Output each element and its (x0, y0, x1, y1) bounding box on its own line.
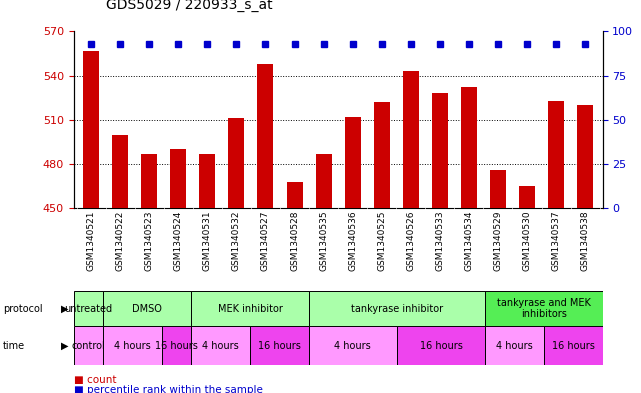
Bar (485, 326, 544, 365)
Text: GSM1340524: GSM1340524 (174, 211, 183, 271)
Text: tankyrase inhibitor: tankyrase inhibitor (351, 303, 443, 314)
Text: GSM1340536: GSM1340536 (348, 211, 357, 272)
Bar (432, 94, 448, 208)
Text: GSM1340521: GSM1340521 (87, 211, 96, 271)
Bar (191, 291, 309, 326)
Bar (485, 291, 603, 326)
Bar (461, 88, 477, 208)
Text: 16 hours: 16 hours (419, 341, 462, 351)
Text: time: time (3, 341, 26, 351)
Text: 4 hours: 4 hours (203, 341, 239, 351)
Bar (250, 326, 309, 365)
Bar (490, 170, 506, 208)
Bar (162, 326, 191, 365)
Text: GSM1340530: GSM1340530 (522, 211, 531, 272)
Text: ▶: ▶ (61, 303, 69, 314)
Text: GSM1340522: GSM1340522 (116, 211, 125, 271)
Text: control: control (72, 341, 105, 351)
Text: ■ percentile rank within the sample: ■ percentile rank within the sample (74, 385, 263, 393)
Text: GSM1340538: GSM1340538 (581, 211, 590, 272)
Bar (258, 64, 274, 208)
Text: GSM1340537: GSM1340537 (551, 211, 560, 272)
Bar (74, 326, 103, 365)
Bar (74, 291, 103, 326)
Bar (141, 154, 157, 208)
Bar (548, 101, 564, 208)
Bar (171, 149, 187, 208)
Text: DMSO: DMSO (132, 303, 162, 314)
Bar (315, 154, 331, 208)
Text: GSM1340531: GSM1340531 (203, 211, 212, 272)
Text: 16 hours: 16 hours (258, 341, 301, 351)
Text: tankyrase and MEK
inhibitors: tankyrase and MEK inhibitors (497, 298, 591, 319)
Text: untreated: untreated (64, 303, 112, 314)
Bar (199, 154, 215, 208)
Text: GSM1340532: GSM1340532 (232, 211, 241, 271)
Text: ▶: ▶ (61, 341, 69, 351)
Text: 4 hours: 4 hours (114, 341, 151, 351)
Text: GSM1340523: GSM1340523 (145, 211, 154, 271)
Text: GSM1340528: GSM1340528 (290, 211, 299, 271)
Text: GSM1340525: GSM1340525 (377, 211, 387, 271)
Text: GSM1340527: GSM1340527 (261, 211, 270, 271)
Text: ■ count: ■ count (74, 375, 116, 385)
Text: 16 hours: 16 hours (155, 341, 198, 351)
Text: GSM1340534: GSM1340534 (464, 211, 474, 271)
Text: MEK inhibitor: MEK inhibitor (217, 303, 283, 314)
Bar (103, 291, 191, 326)
Bar (309, 326, 397, 365)
Bar (345, 117, 361, 208)
Text: GSM1340529: GSM1340529 (494, 211, 503, 271)
Bar (287, 182, 303, 208)
Bar (374, 102, 390, 208)
Text: GDS5029 / 220933_s_at: GDS5029 / 220933_s_at (106, 0, 272, 12)
Bar (228, 118, 244, 208)
Bar (191, 326, 250, 365)
Bar (112, 135, 128, 208)
Text: GSM1340526: GSM1340526 (406, 211, 415, 271)
Text: GSM1340533: GSM1340533 (435, 211, 444, 272)
Text: GSM1340535: GSM1340535 (319, 211, 328, 272)
Bar (103, 326, 162, 365)
Text: protocol: protocol (3, 303, 43, 314)
Bar (519, 186, 535, 208)
Text: 4 hours: 4 hours (335, 341, 371, 351)
Bar (83, 51, 99, 208)
Bar (544, 326, 603, 365)
Bar (397, 326, 485, 365)
Bar (577, 105, 593, 208)
Text: 4 hours: 4 hours (496, 341, 533, 351)
Bar (403, 71, 419, 208)
Bar (309, 291, 485, 326)
Text: 16 hours: 16 hours (552, 341, 595, 351)
